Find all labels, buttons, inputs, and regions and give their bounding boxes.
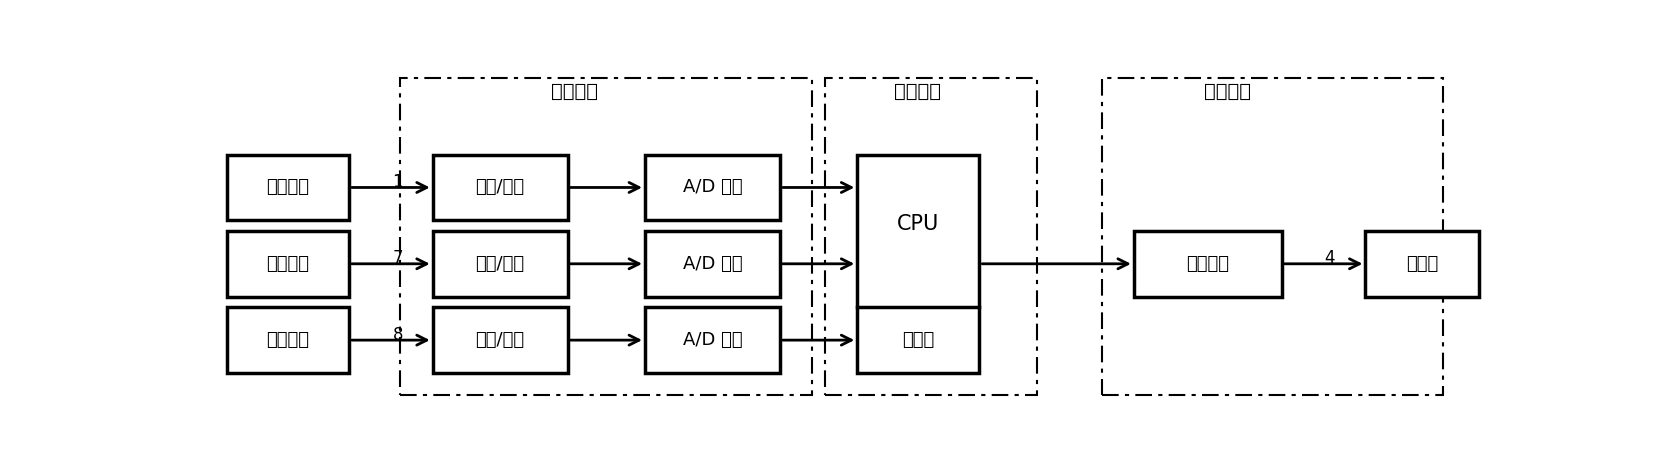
Bar (227, 155, 349, 220)
Text: 数据处理: 数据处理 (895, 82, 941, 101)
Bar (1134, 231, 1282, 296)
Text: 1: 1 (392, 173, 403, 191)
Text: CPU: CPU (896, 214, 940, 234)
Text: A/D 转换: A/D 转换 (682, 255, 742, 273)
Text: A/D 转换: A/D 转换 (682, 178, 742, 196)
Bar (227, 231, 349, 296)
Bar (1365, 231, 1479, 296)
Text: 控制输出: 控制输出 (1204, 82, 1252, 101)
Text: 存储器: 存储器 (901, 331, 935, 349)
Text: 气源压力: 气源压力 (266, 178, 309, 196)
Bar (433, 307, 568, 373)
Bar (644, 155, 780, 220)
Text: A/D 转换: A/D 转换 (682, 331, 742, 349)
Bar (400, 78, 812, 395)
Bar (857, 155, 979, 373)
Bar (433, 155, 568, 220)
Bar (644, 231, 780, 296)
Text: 采样/保持: 采样/保持 (476, 331, 525, 349)
Text: 采样/保持: 采样/保持 (476, 255, 525, 273)
Bar (644, 307, 780, 373)
Text: 减压温度: 减压温度 (266, 331, 309, 349)
Bar (825, 78, 1038, 395)
Bar (227, 307, 349, 373)
Text: 开关阀: 开关阀 (1406, 255, 1438, 273)
Text: 4: 4 (1325, 249, 1335, 267)
Text: 采样/保持: 采样/保持 (476, 178, 525, 196)
Text: 8: 8 (393, 326, 403, 344)
Text: 数据采集: 数据采集 (551, 82, 598, 101)
Text: 7: 7 (393, 249, 403, 267)
Text: 减压压力: 减压压力 (266, 255, 309, 273)
Bar (433, 231, 568, 296)
Text: 放大电路: 放大电路 (1187, 255, 1230, 273)
Bar (1102, 78, 1443, 395)
